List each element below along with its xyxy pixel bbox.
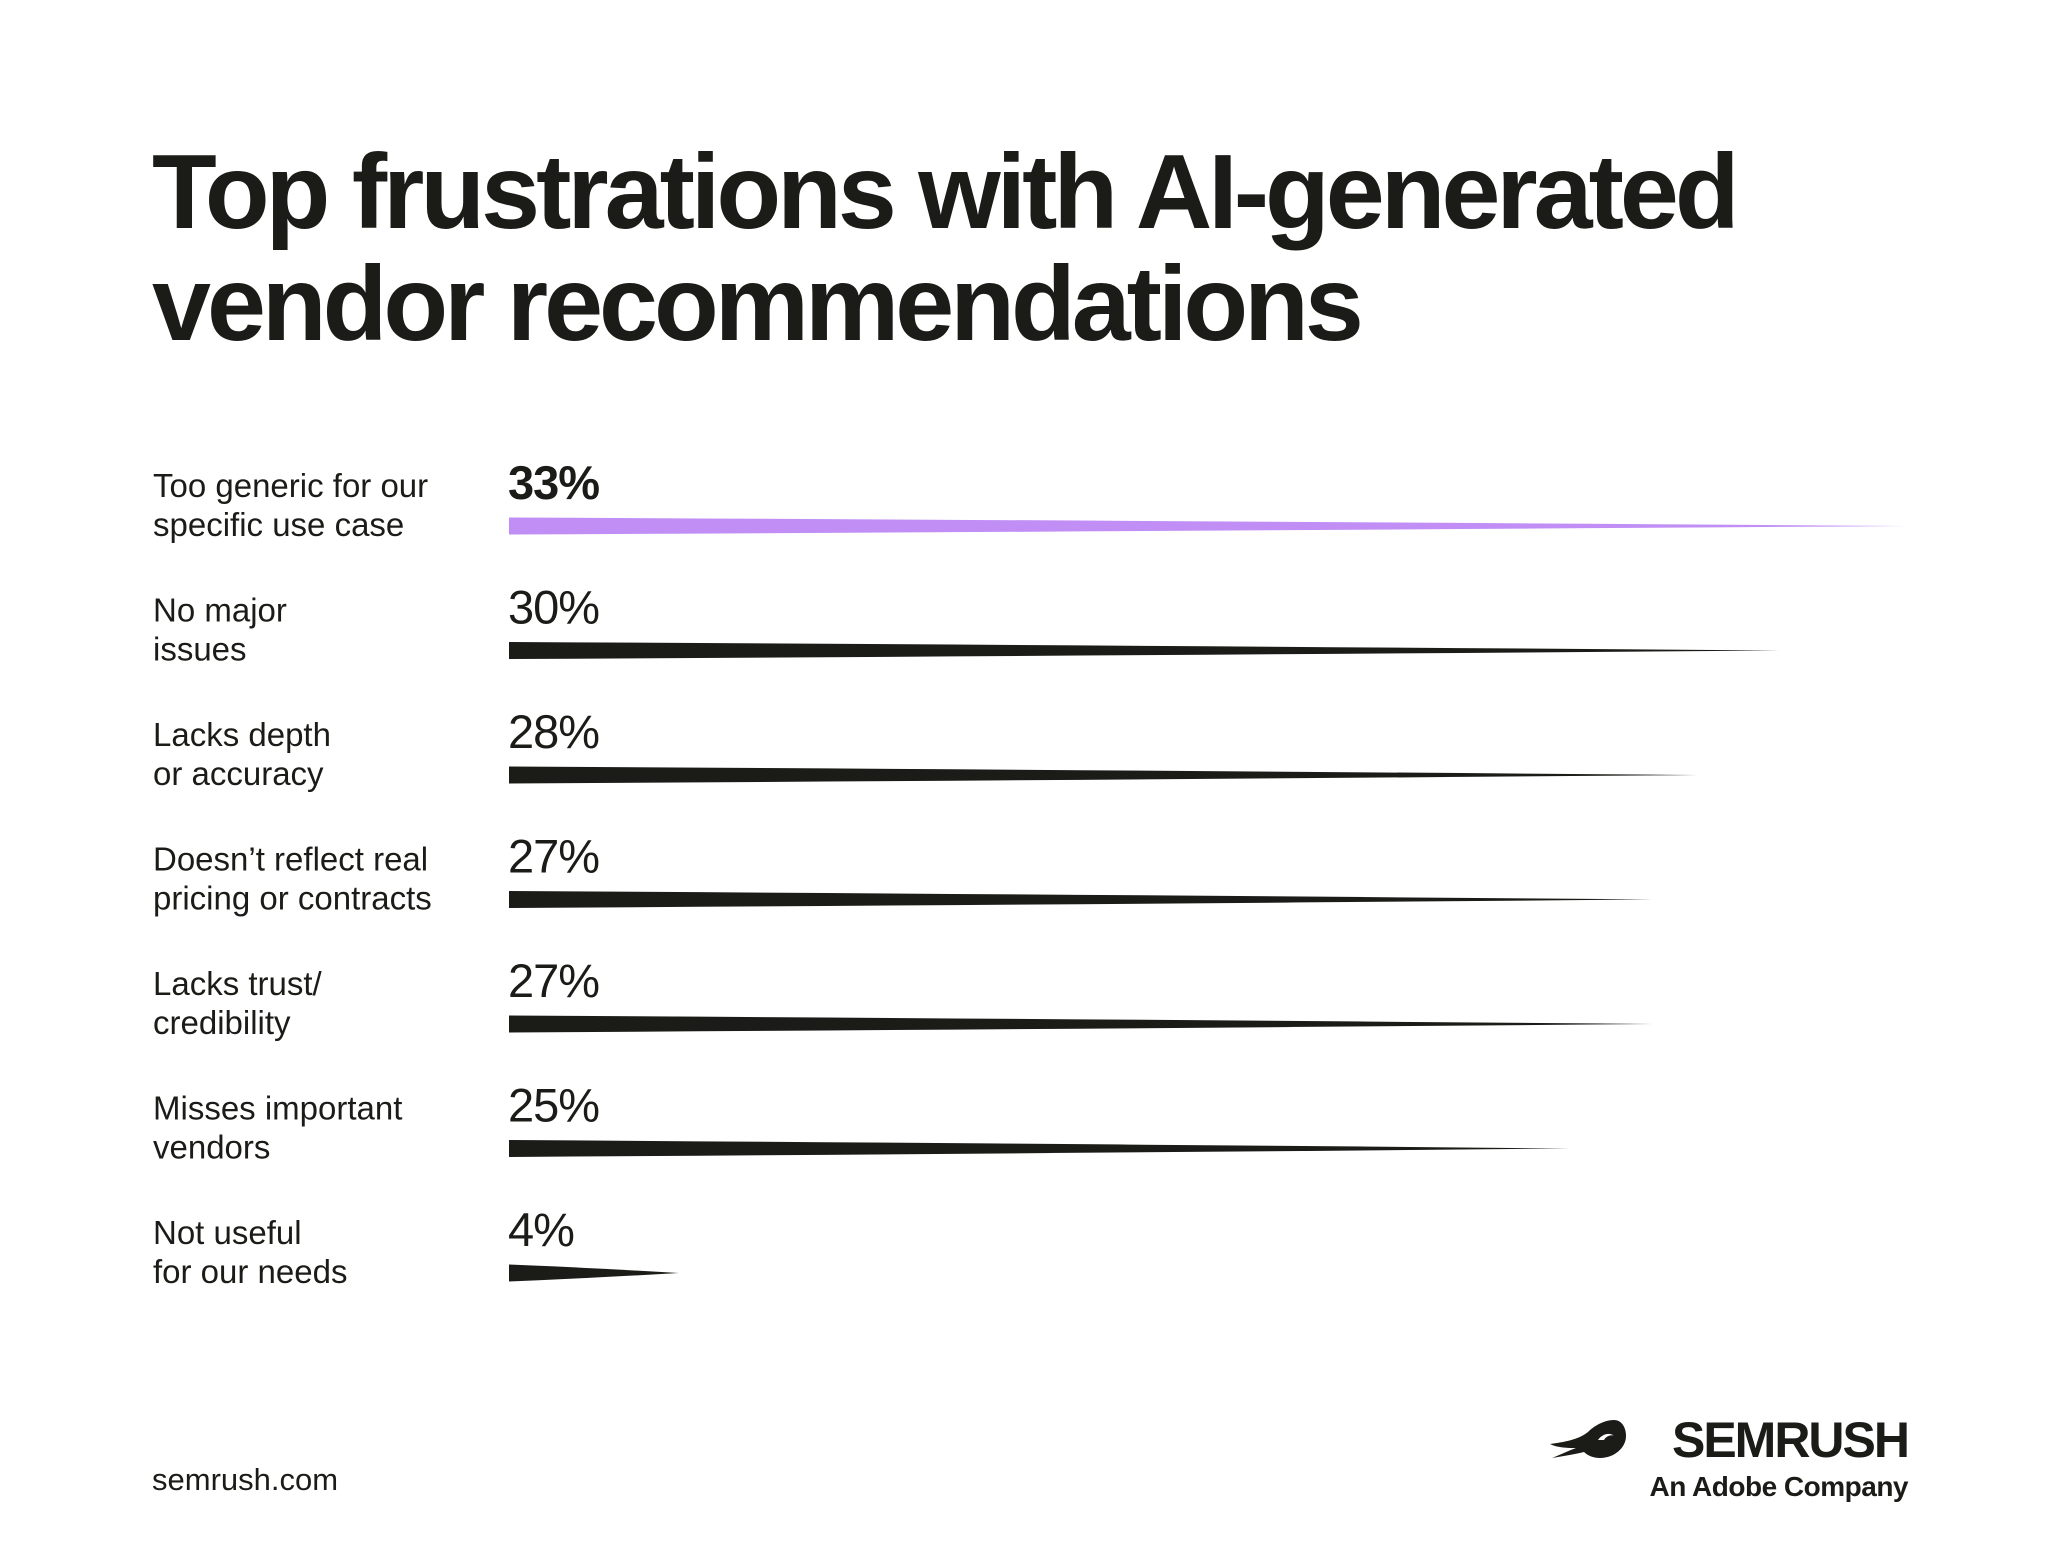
bar-row: Misses important vendors 25% [153,1079,1570,1166]
brand-tagline: An Adobe Company [1649,1471,1908,1502]
bar [509,766,1697,784]
brand-name: SEMRUSH [1671,1412,1910,1468]
value-label: 4% [508,1203,574,1256]
bar-row: No major issues 30% [153,581,1782,668]
category-label: Doesn’t reflect real pricing or contracts [153,841,432,917]
footer-url: semrush.com [152,1462,339,1497]
bar [509,1015,1655,1033]
value-label: 30% [508,581,599,634]
chart-title: Top frustrations with AI-generated vendo… [152,136,1912,360]
value-label: 25% [508,1079,599,1132]
bar-row: Too generic for our specific use case 33% [153,456,1909,543]
value-label: 33% [508,456,599,509]
title-line-1: Top frustrations with AI-generated [152,133,1740,251]
category-label: No major issues [153,592,287,668]
bar [509,891,1655,908]
category-label: Lacks trust/credibility [153,965,323,1041]
bar-row: Doesn’t reflect real pricing or contracts… [153,830,1655,917]
value-label: 27% [508,830,599,883]
bar-row: Not useful for our needs 4% [153,1203,679,1290]
value-label: 27% [508,954,599,1007]
category-label: Misses important vendors [153,1090,402,1166]
category-label: Lacks depth or accuracy [153,716,331,792]
bar [509,1140,1570,1157]
bar [509,642,1782,659]
category-label: Not useful for our needs [153,1214,347,1290]
value-label: 28% [508,705,599,758]
semrush-fire-icon [1550,1420,1626,1458]
bar-row: Lacks depth or accuracy 28% [153,705,1697,792]
title-line-2: vendor recommendations [152,245,1364,363]
bar [509,1264,679,1282]
category-label: Too generic for our specific use case [153,467,428,543]
bar-row: Lacks trust/credibility 27% [153,954,1655,1041]
brand-logo: SEMRUSH An Adobe Company [1548,1410,1910,1510]
bar [509,517,1909,535]
